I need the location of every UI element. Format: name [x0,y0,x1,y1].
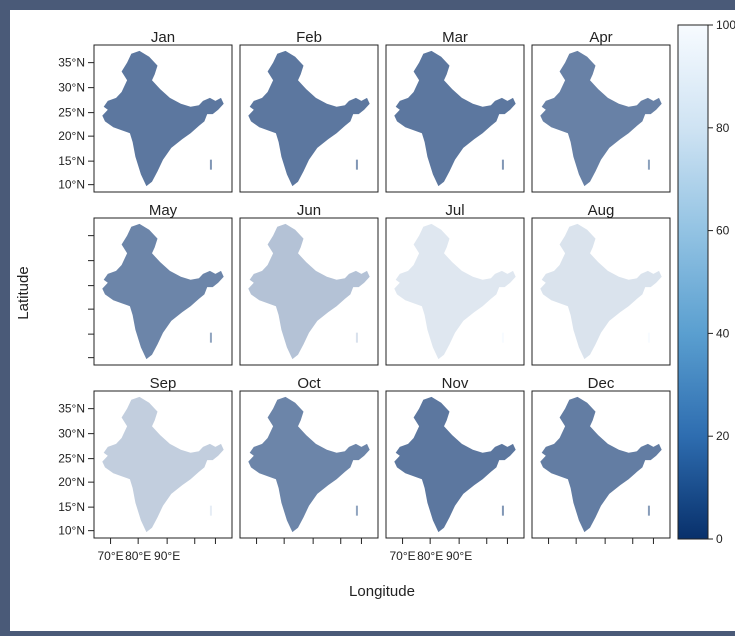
x-tick-label: 90°E [154,549,180,563]
map-shape-oct [248,396,370,533]
panel-title-jun: Jun [297,202,321,219]
panel-title-dec: Dec [588,375,615,392]
x-tick-label: 80°E [125,549,151,563]
colorbar-tick-label: 60 [716,224,730,238]
map-shape-mar [394,50,516,187]
x-tick-label: 70°E [389,549,415,563]
panel-title-apr: Apr [589,29,612,46]
y-tick-label: 35°N [58,402,85,416]
y-tick-label: 20°N [58,475,85,489]
panel-title-aug: Aug [588,202,615,219]
map-panel-dec: Dec [531,375,671,539]
y-tick-label: 10°N [58,524,85,538]
colorbar-tick-label: 100 [716,18,735,32]
map-panel-feb: Feb [239,29,379,193]
map-shape-apr [540,50,662,187]
island-mark [647,332,650,343]
island-mark [501,505,504,516]
x-tick-label: 70°E [97,549,123,563]
panel-title-mar: Mar [442,29,468,46]
map-shape-aug [540,223,662,360]
monthly-map-chart: Jan Feb Mar Apr May Jun Jul Aug Sep Oct Nov Dec 35°… [15,18,735,600]
figure: Jan Feb Mar Apr May Jun Jul Aug Sep Oct Nov Dec 35°… [10,10,735,631]
island-mark [209,332,212,343]
map-panel-apr: Apr [531,29,671,193]
island-mark [209,505,212,516]
panel-title-jul: Jul [445,202,464,219]
island-mark [355,159,358,170]
x-tick-label: 90°E [446,549,472,563]
map-panel-jun: Jun [239,202,379,366]
map-shape-jan [102,50,224,187]
colorbar-tick-label: 20 [716,429,730,443]
y-tick-label: 30°N [58,81,85,95]
map-panel-may: May [93,202,233,366]
panel-title-sep: Sep [150,375,177,392]
colorbar [677,24,709,540]
y-tick-label: 25°N [58,452,85,466]
map-panel-jan: Jan [93,29,233,193]
panel-title-nov: Nov [442,375,469,392]
island-mark [501,159,504,170]
panel-title-oct: Oct [297,375,321,392]
y-tick-label: 10°N [58,178,85,192]
y-tick-label: 15°N [58,500,85,514]
map-panel-mar: Mar [385,29,525,193]
island-mark [355,505,358,516]
colorbar-tick-label: 80 [716,121,730,135]
island-mark [209,159,212,170]
panel-title-jan: Jan [151,29,175,46]
panel-title-feb: Feb [296,29,322,46]
y-tick-label: 35°N [58,56,85,70]
map-panel-sep: Sep [93,375,233,539]
island-mark [355,332,358,343]
colorbar-tick-label: 0 [716,532,723,546]
y-tick-label: 20°N [58,129,85,143]
map-shape-jun [248,223,370,360]
map-shape-nov [394,396,516,533]
panel-title-may: May [149,202,178,219]
map-shape-dec [540,396,662,533]
map-shape-may [102,223,224,360]
island-mark [647,505,650,516]
map-panel-jul: Jul [385,202,525,366]
map-shape-feb [248,50,370,187]
y-tick-label: 30°N [58,427,85,441]
map-panel-aug: Aug [531,202,671,366]
map-panel-oct: Oct [239,375,379,539]
y-tick-label: 15°N [58,154,85,168]
colorbar-tick-label: 40 [716,326,730,340]
island-mark [647,159,650,170]
map-shape-jul [394,223,516,360]
x-axis-label: Longitude [349,583,415,600]
map-shape-sep [102,396,224,533]
y-tick-label: 25°N [58,106,85,120]
x-tick-label: 80°E [417,549,443,563]
y-axis-label: Latitude [15,266,32,319]
island-mark [501,332,504,343]
map-panel-nov: Nov [385,375,525,539]
